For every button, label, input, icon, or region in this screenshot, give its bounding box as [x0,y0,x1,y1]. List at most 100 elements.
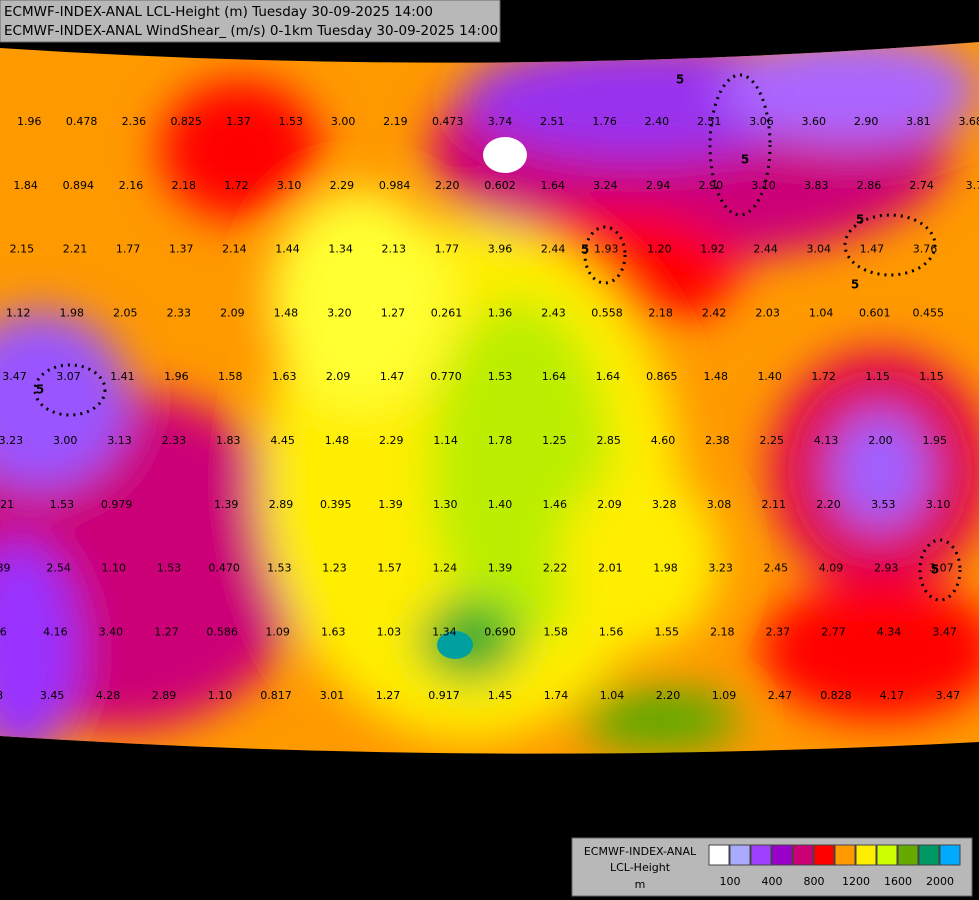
station-value: 1.24 [433,562,458,575]
station-value: 3.83 [804,179,829,192]
station-value: 1.09 [265,625,290,638]
contour-label: 5 [581,243,589,257]
station-value: 2.40 [645,115,670,128]
station-value: 1.46 [543,498,568,511]
station-value: 1.03 [377,625,402,638]
station-value: 3.23 [0,434,23,447]
station-value: 4.09 [819,562,844,575]
station-value: 1.63 [321,625,346,638]
legend-swatch [876,844,898,866]
station-value: 1.98 [653,562,678,575]
station-value: 1.04 [809,306,834,319]
station-value: 3.53 [871,498,896,511]
contour-label: 5 [931,563,939,577]
station-value: 3.47 [932,625,957,638]
station-value: 2.89 [152,689,177,702]
station-value: 2.37 [766,625,791,638]
station-value: 2.20 [435,179,460,192]
station-value: 1.36 [488,306,513,319]
station-value: 1.77 [435,243,460,256]
station-value: 2.86 [857,179,882,192]
station-value: 3.42 [37,753,62,766]
station-value: 0.470 [208,562,240,575]
station-value: 1.56 [599,625,624,638]
station-value: 0.817 [260,689,292,702]
station-value: 3.47 [936,689,961,702]
station-value: 2.44 [753,243,778,256]
legend: ECMWF-INDEX-ANAL LCL-Height m 100 400 800 1… [571,837,973,897]
legend-tick: 2000 [926,875,954,888]
station-value: 1.55 [654,625,679,638]
station-value: 0.979 [101,498,133,511]
station-value: 1.72 [224,179,249,192]
station-value: 0.865 [646,370,678,383]
station-value: 2.20 [816,498,841,511]
station-value: 2.29 [330,179,355,192]
legend-swatch [918,844,940,866]
station-value: 5.12 [883,753,908,766]
station-value: 4.28 [96,689,121,702]
station-value: 2.45 [764,562,789,575]
station-value: 2.20 [656,689,681,702]
station-value: 3.68 [958,115,979,128]
station-value: 1.84 [13,179,38,192]
station-value: 2.29 [379,434,404,447]
station-value: 1.27 [376,689,401,702]
station-value: 0.601 [859,306,891,319]
station-value: 1.12 [6,306,31,319]
station-value: 3.23 [708,562,733,575]
station-value: 1.45 [488,689,513,702]
legend-swatch [729,844,751,866]
station-value: 2.47 [768,689,793,702]
station-value: 1.93 [594,243,619,256]
station-value: 0.690 [484,625,516,638]
station-value: 4.49 [149,753,174,766]
station-value: 1.53 [157,562,182,575]
station-value: 0.478 [66,115,98,128]
contour-label: 5 [36,383,44,397]
station-value: 3.08 [707,498,732,511]
station-value: 1.79 [713,753,738,766]
legend-swatch [750,844,772,866]
station-value: 2.77 [821,625,846,638]
station-value: 1.90 [262,753,287,766]
station-value: 1.53 [50,498,75,511]
station-value: 2.74 [909,179,934,192]
station-value: 2.42 [702,306,727,319]
legend-tick: 1200 [842,875,870,888]
station-value: 3.13 [107,434,132,447]
station-value: 3.7 [966,179,979,192]
station-value: 3.01 [320,689,345,702]
station-value: 1.53 [488,370,513,383]
station-value: 3.45 [40,689,65,702]
legend-title: ECMWF-INDEX-ANAL [584,845,697,858]
station-value: 1.83 [216,434,241,447]
station-value: 4.16 [43,625,68,638]
legend-tick: 400 [762,875,783,888]
header-box [0,0,501,43]
station-value: 0.949 [597,753,629,766]
station-value: 3.60 [802,115,827,128]
station-value: 1.09 [712,689,737,702]
station-value: 89 [0,562,10,575]
contour-labels: 5 5 5 5 5 5 5 [36,73,939,577]
station-value: 21 [0,498,14,511]
station-value: 1.40 [757,370,782,383]
station-value: 3.07 [56,370,81,383]
contour-label: 5 [676,73,684,87]
station-value: 1.40 [488,498,513,511]
station-value: 0.602 [484,179,516,192]
station-value: 2.36 [122,115,147,128]
station-value: 2.01 [770,753,795,766]
station-value: 1.41 [110,370,135,383]
station-value: 1.76 [592,115,617,128]
station-value: 1.25 [542,434,567,447]
header: ECMWF-INDEX-ANAL LCL-Height (m) Tuesday … [0,0,501,43]
legend-unit: m [635,878,646,891]
station-value: 3.07 [929,562,954,575]
station-value: 1.15 [919,370,944,383]
legend-swatch [792,844,814,866]
station-value: 4.17 [880,689,905,702]
station-value: 1.74 [544,689,569,702]
station-value: 0.917 [428,689,460,702]
